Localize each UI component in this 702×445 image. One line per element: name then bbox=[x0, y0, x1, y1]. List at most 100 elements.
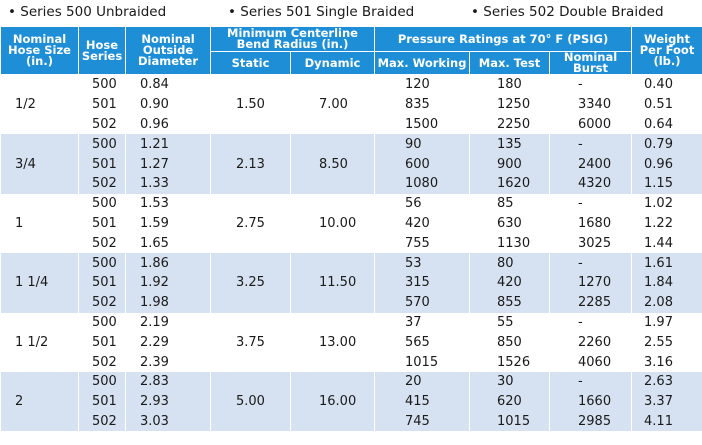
cell-outside-diameter: 1.65 bbox=[125, 233, 211, 254]
cell-max-test: 85 bbox=[469, 193, 551, 214]
cell-outside-diameter: 3.03 bbox=[125, 411, 211, 432]
cell-dynamic-radius: 13.00 bbox=[289, 312, 376, 372]
table-row: 1 1/2 500 2.19 3.75 13.00 37 55 - 1.97 bbox=[0, 312, 702, 372]
cell-dynamic-radius: 10.00 bbox=[289, 193, 376, 254]
cell-series: 501 bbox=[78, 332, 126, 353]
cell-weight: 1.84 bbox=[631, 272, 702, 293]
cell-nominal-burst: 1660 bbox=[549, 391, 633, 412]
cell-hose-size: 1 1/2 bbox=[0, 312, 79, 372]
legend-series-501: • Series 501 Single Braided bbox=[228, 4, 415, 20]
cell-series: 500 bbox=[78, 253, 126, 273]
cell-max-working: 745 bbox=[374, 411, 471, 432]
cell-series: 501 bbox=[78, 213, 126, 234]
cell-max-working: 37 bbox=[374, 312, 471, 333]
header-nominal-hose-size: Nominal Hose Size (in.) bbox=[0, 26, 79, 75]
table-row: 501 0.90 835 1250 3340 0.51 bbox=[1, 94, 702, 115]
cell-static-radius: 5.00 bbox=[210, 371, 291, 432]
cell-outside-diameter: 2.93 bbox=[125, 391, 211, 412]
cell-nominal-burst: 2400 bbox=[549, 154, 633, 174]
cell-hose-size: 1 bbox=[0, 193, 79, 254]
cell-nominal-burst: - bbox=[549, 253, 633, 273]
cell-series: 500 bbox=[78, 312, 126, 333]
table-row: 2 500 2.83 5.00 16.00 20 30 - 2.63 bbox=[0, 371, 702, 432]
cell-weight: 0.96 bbox=[631, 154, 702, 174]
cell-max-test: 855 bbox=[469, 292, 551, 313]
cell-weight: 3.16 bbox=[631, 352, 702, 372]
cell-max-working: 53 bbox=[374, 253, 471, 273]
header-pressure-ratings: Pressure Ratings at 70° F (PSIG) bbox=[374, 26, 633, 52]
table-row: 501 1.27 600 900 2400 0.96 bbox=[1, 154, 702, 174]
cell-max-test: 55 bbox=[469, 312, 551, 333]
cell-max-working: 1015 bbox=[374, 352, 471, 372]
cell-max-test: 900 bbox=[469, 154, 551, 174]
cell-weight: 0.64 bbox=[631, 114, 702, 135]
cell-max-working: 1500 bbox=[374, 114, 471, 135]
cell-nominal-burst: 2260 bbox=[549, 332, 633, 353]
hose-specifications-table: Nominal Hose Size (in.) Hose Series Nomi… bbox=[0, 26, 702, 432]
table-row: 502 1.98 570 855 2285 2.08 bbox=[1, 292, 702, 313]
cell-static-radius: 3.25 bbox=[210, 253, 291, 313]
legend-series-502: • Series 502 Double Braided bbox=[471, 4, 664, 20]
series-legend: • Series 500 Unbraided • Series 501 Sing… bbox=[0, 0, 702, 26]
cell-series: 502 bbox=[78, 233, 126, 254]
hose-size-group: 1 500 1.53 2.75 10.00 56 85 - 1.02 501 1… bbox=[0, 193, 702, 254]
cell-nominal-burst: - bbox=[549, 371, 633, 392]
hose-size-group: 1 1/2 500 2.19 3.75 13.00 37 55 - 1.97 5… bbox=[0, 312, 702, 372]
cell-max-working: 600 bbox=[374, 154, 471, 174]
header-nominal-outside-diameter: Nominal Outside Diameter bbox=[125, 26, 211, 75]
table-row: 502 3.03 745 1015 2985 4.11 bbox=[1, 411, 702, 432]
cell-nominal-burst: 3025 bbox=[549, 233, 633, 254]
cell-outside-diameter: 0.84 bbox=[125, 74, 211, 95]
cell-series: 501 bbox=[78, 94, 126, 115]
table-row: 1 500 1.53 2.75 10.00 56 85 - 1.02 bbox=[0, 193, 702, 254]
cell-weight: 3.37 bbox=[631, 391, 702, 412]
cell-weight: 1.61 bbox=[631, 253, 702, 273]
cell-max-working: 420 bbox=[374, 213, 471, 234]
cell-weight: 1.02 bbox=[631, 193, 702, 214]
cell-series: 502 bbox=[78, 292, 126, 313]
cell-series: 502 bbox=[78, 114, 126, 135]
cell-weight: 2.63 bbox=[631, 371, 702, 392]
cell-max-test: 135 bbox=[469, 134, 551, 155]
cell-hose-size: 3/4 bbox=[0, 134, 79, 194]
cell-max-test: 30 bbox=[469, 371, 551, 392]
table-row: 502 1.33 1080 1620 4320 1.15 bbox=[1, 173, 702, 194]
cell-dynamic-radius: 7.00 bbox=[289, 74, 376, 135]
header-dynamic: Dynamic bbox=[289, 51, 376, 75]
header-max-test: Max. Test bbox=[469, 51, 551, 75]
cell-static-radius: 2.75 bbox=[210, 193, 291, 254]
cell-nominal-burst: 6000 bbox=[549, 114, 633, 135]
header-weight-per-foot: Weight Per Foot (lb.) bbox=[631, 26, 702, 75]
header-nominal-burst: Nominal Burst bbox=[549, 51, 633, 75]
table-row: 502 2.39 1015 1526 4060 3.16 bbox=[1, 352, 702, 372]
cell-max-working: 570 bbox=[374, 292, 471, 313]
cell-outside-diameter: 1.59 bbox=[125, 213, 211, 234]
header-hose-series: Hose Series bbox=[78, 26, 126, 75]
cell-weight: 2.08 bbox=[631, 292, 702, 313]
cell-weight: 0.40 bbox=[631, 74, 702, 95]
cell-nominal-burst: 1680 bbox=[549, 213, 633, 234]
cell-series: 500 bbox=[78, 193, 126, 214]
cell-max-working: 755 bbox=[374, 233, 471, 254]
cell-series: 501 bbox=[78, 391, 126, 412]
cell-weight: 1.44 bbox=[631, 233, 702, 254]
cell-dynamic-radius: 11.50 bbox=[289, 253, 376, 313]
cell-weight: 0.79 bbox=[631, 134, 702, 155]
cell-nominal-burst: 1270 bbox=[549, 272, 633, 293]
cell-max-test: 80 bbox=[469, 253, 551, 273]
cell-weight: 1.15 bbox=[631, 173, 702, 194]
cell-max-test: 630 bbox=[469, 213, 551, 234]
cell-hose-size: 1/2 bbox=[0, 74, 79, 135]
cell-max-working: 56 bbox=[374, 193, 471, 214]
cell-outside-diameter: 1.21 bbox=[125, 134, 211, 155]
cell-series: 502 bbox=[78, 352, 126, 372]
cell-outside-diameter: 1.98 bbox=[125, 292, 211, 313]
cell-max-test: 620 bbox=[469, 391, 551, 412]
cell-static-radius: 2.13 bbox=[210, 134, 291, 194]
cell-series: 501 bbox=[78, 272, 126, 293]
header-max-working: Max. Working bbox=[374, 51, 471, 75]
cell-nominal-burst: 2285 bbox=[549, 292, 633, 313]
cell-nominal-burst: 3340 bbox=[549, 94, 633, 115]
header-static: Static bbox=[210, 51, 291, 75]
cell-max-working: 20 bbox=[374, 371, 471, 392]
